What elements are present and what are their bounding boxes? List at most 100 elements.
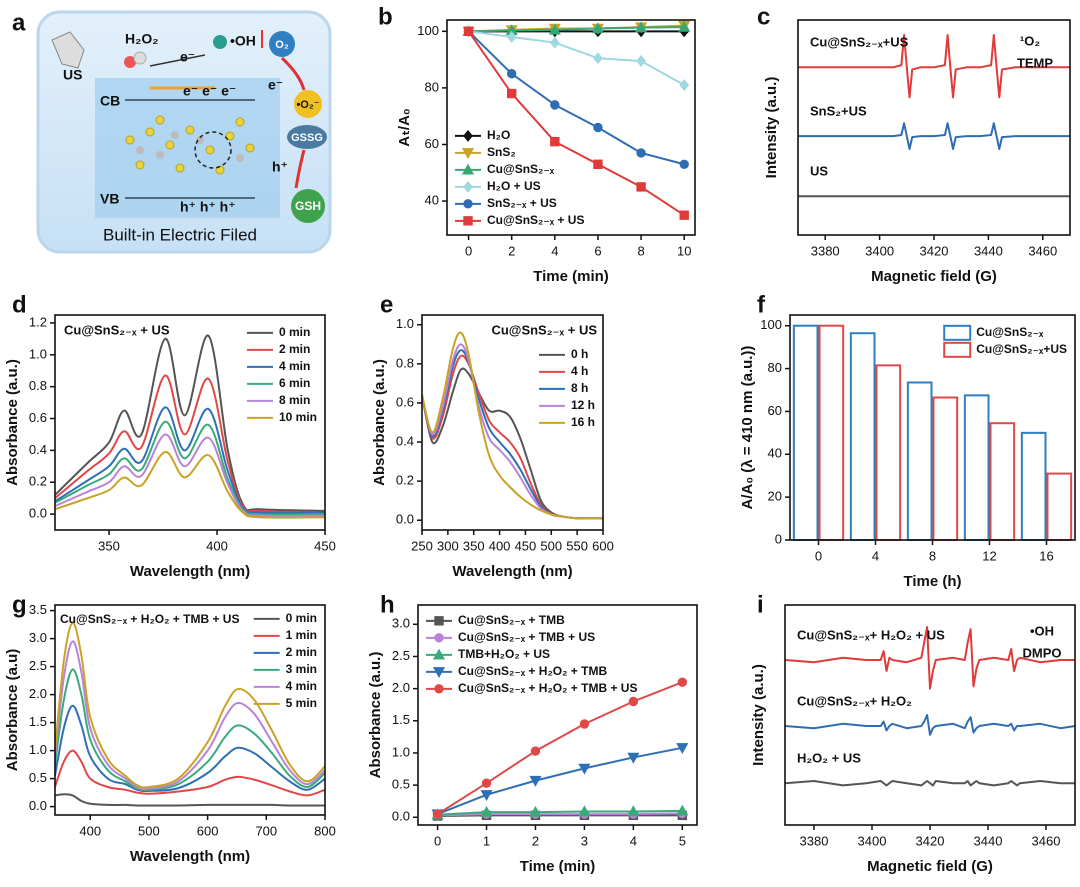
bar (818, 324, 845, 542)
x-tick-label: 700 (255, 823, 277, 838)
annotation: DMPO (1023, 645, 1062, 660)
us-probe (51, 31, 85, 69)
legend-label: Cu@SnS₂₋ₓ + TMB (458, 613, 565, 627)
marker (591, 22, 605, 34)
x-tick-label: 3440 (974, 833, 1003, 848)
annotation: Cu@SnS₂₋ₓ + US (491, 322, 597, 337)
bar (1020, 431, 1047, 542)
legend: 0 h 4 h 8 h 12 h 16 h (538, 347, 595, 429)
annotation: Cu@SnS₂₋ₓ + US (64, 322, 170, 337)
plot-frame (421, 314, 604, 531)
y-tick-label: 100 (417, 23, 439, 38)
x-tick-label: 12 (982, 548, 996, 563)
x-tick-label: 3400 (865, 243, 894, 258)
series-line (784, 626, 1075, 690)
legend-label: SnS₂₋ₓ + US (487, 196, 557, 210)
series-line (54, 793, 325, 807)
series-line (468, 26, 685, 33)
x-tick-label: 0 (465, 243, 472, 258)
series-line (798, 122, 1070, 150)
label: •O₂⁻ (296, 99, 319, 111)
marker (529, 805, 542, 817)
y-tick-label: 0.2 (396, 473, 414, 488)
y-tick-label: 1.0 (396, 316, 414, 331)
marker (579, 719, 590, 729)
x-tick-label: 4 (630, 833, 637, 848)
y-tick-label: 1.2 (29, 314, 47, 329)
x-tick-label: 500 (138, 823, 160, 838)
marker (480, 790, 493, 801)
bar (932, 396, 959, 541)
bar (963, 394, 990, 541)
legend-label: 2 min (279, 342, 310, 356)
marker (461, 163, 475, 175)
arrow (294, 149, 306, 189)
x-tick-label: 8 (637, 243, 644, 258)
x-tick-label: 350 (463, 538, 485, 553)
plot-frame (784, 604, 1076, 826)
marker (461, 148, 475, 160)
label: GSH (295, 199, 321, 213)
y-tick-label: 0.4 (29, 442, 47, 457)
x-tick-label: 250 (411, 538, 433, 553)
panel-letter: g (12, 591, 27, 618)
x-tick-label: 10 (677, 243, 691, 258)
x-tick-label: 3 (581, 833, 588, 848)
legend-label: 2 min (286, 645, 317, 659)
marker (432, 648, 446, 660)
marker (593, 122, 603, 133)
x-axis-title: Wavelength (nm) (130, 848, 250, 865)
x-axis-title: Magnetic field (G) (867, 858, 993, 875)
legend-label: Cu@SnS₂₋ₓ + H₂O₂ + TMB (458, 664, 607, 678)
x-tick-label: 3420 (916, 833, 945, 848)
y-axis-title: Intensity (a.u.) (763, 77, 780, 179)
marker (679, 210, 689, 220)
y-axis-title: Aₜ/A₀ (396, 108, 413, 146)
panel-letter: a (12, 9, 26, 36)
legend-label: Cu@SnS₂₋ₓ (487, 162, 555, 176)
series-line (54, 621, 326, 789)
annotation: •OH (1030, 623, 1054, 638)
marker (432, 667, 446, 679)
marker (480, 805, 493, 817)
legend-label: 12 h (571, 398, 595, 412)
legend-label: Cu@SnS₂₋ₓ+US (976, 342, 1067, 356)
y-tick-label: 20 (768, 489, 782, 504)
x-axis-title: Magnetic field (G) (871, 268, 997, 285)
annotation: ¹O₂ (1020, 33, 1040, 48)
legend-label: 4 min (286, 679, 317, 693)
series-line (437, 681, 683, 815)
label: •OH (230, 33, 256, 49)
series-line (784, 780, 1075, 787)
legend-label: 1 min (286, 628, 317, 642)
label: O₂ (275, 39, 289, 51)
legend-label: Cu@SnS₂₋ₓ+ H₂O₂ + US (797, 627, 945, 642)
marker (679, 159, 689, 169)
series-line (437, 814, 683, 817)
y-tick-label: 2.0 (29, 686, 47, 701)
marker (678, 20, 691, 32)
x-tick-label: 450 (515, 538, 537, 553)
legend-swatch (943, 341, 972, 358)
bar (989, 422, 1016, 542)
series-line (54, 704, 326, 793)
legend-label: 10 min (279, 410, 317, 424)
legend-label: 4 h (571, 364, 588, 378)
x-axis-title: Time (min) (533, 268, 609, 285)
marker (676, 804, 689, 816)
molecule (213, 35, 227, 49)
marker (593, 159, 603, 169)
legend-label: 0 min (279, 325, 310, 339)
x-tick-label: 6 (594, 243, 601, 258)
legend-label: 5 min (286, 696, 317, 710)
legend-label: Cu@SnS₂₋ₓ (976, 325, 1044, 339)
x-tick-label: 3460 (1032, 833, 1061, 848)
label: CB (100, 93, 120, 109)
legend-label: Cu@SnS₂₋ₓ+US (810, 35, 909, 50)
legend-swatch (943, 324, 972, 341)
molecule (124, 56, 136, 68)
bar (906, 381, 933, 541)
y-tick-label: 40 (425, 192, 439, 207)
x-tick-label: 550 (566, 538, 588, 553)
